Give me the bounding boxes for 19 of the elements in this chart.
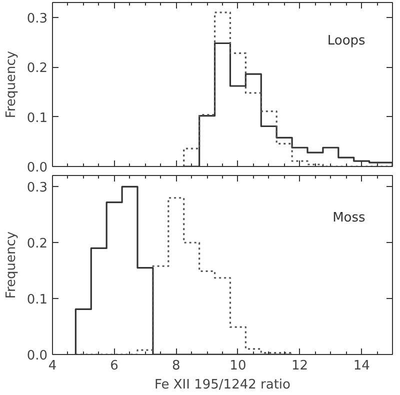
- x-tick-label: 4: [48, 358, 57, 374]
- y-axis-title: Frequency: [4, 231, 19, 299]
- y-tick-label: 0.2: [26, 236, 48, 252]
- y-tick-label: 0.3: [26, 180, 48, 196]
- annotation: Loops: [327, 33, 366, 48]
- y-axis-title: Frequency: [4, 50, 19, 118]
- x-tick-label: 10: [230, 358, 246, 374]
- annotation: Moss: [332, 210, 366, 226]
- x-axis-title: Fe XII 195/1242 ratio: [154, 378, 291, 392]
- x-tick-label: 14: [353, 358, 370, 374]
- y-tick-label: 0.0: [26, 348, 48, 364]
- y-tick-label: 0.2: [26, 61, 48, 76]
- y-tick-label: 0.1: [26, 110, 48, 126]
- y-tick-label: 0.3: [26, 11, 48, 26]
- x-tick-label: 6: [110, 358, 118, 374]
- x-tick-label: 8: [172, 358, 180, 374]
- y-tick-label: 0.0: [26, 160, 48, 176]
- x-tick-label: 12: [292, 358, 308, 374]
- y-tick-label: 0.1: [26, 292, 48, 308]
